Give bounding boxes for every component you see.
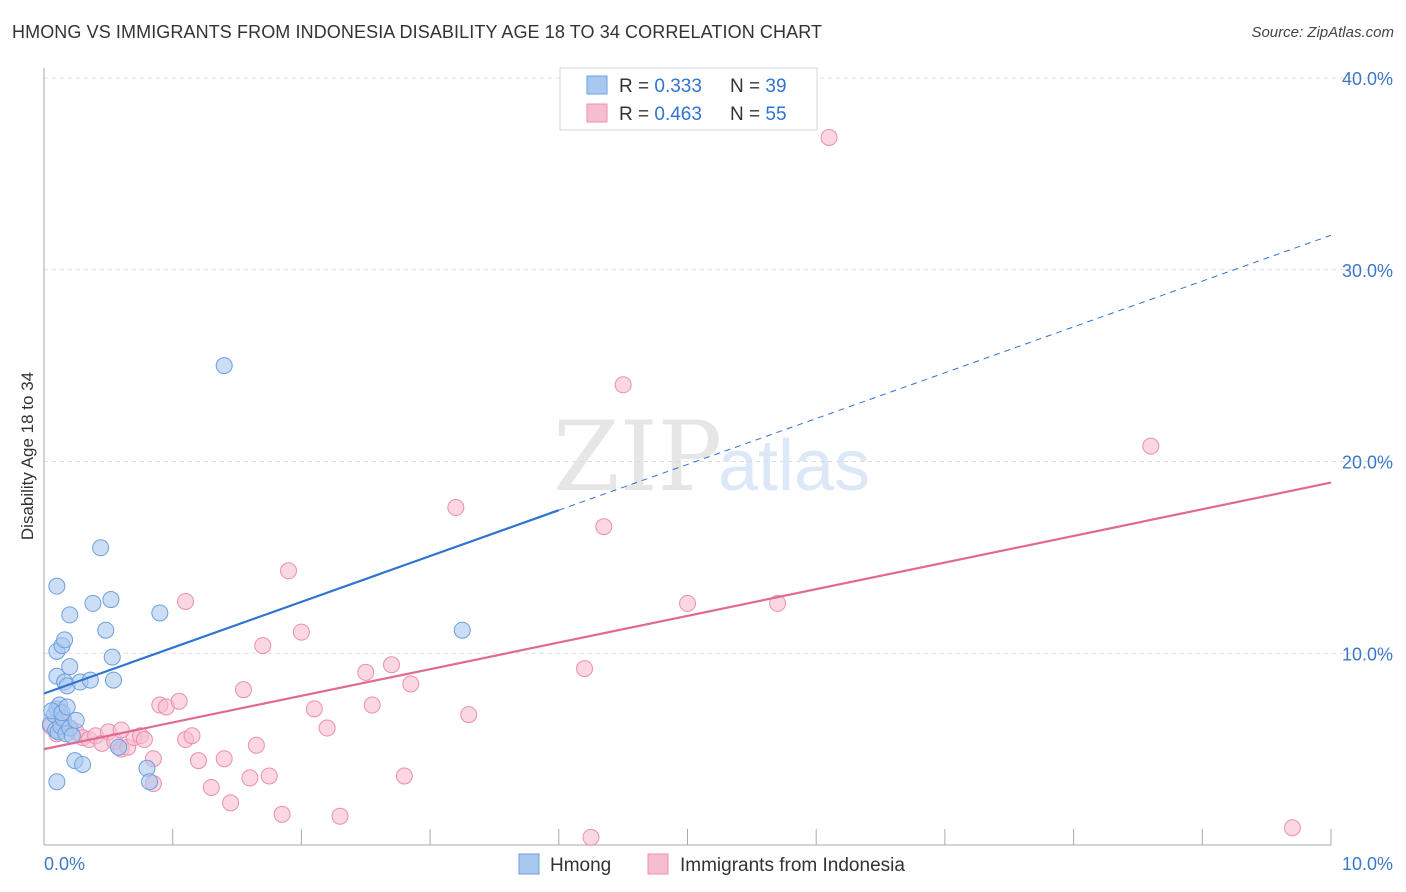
hmong-point <box>56 631 74 649</box>
hmong-point <box>103 648 121 666</box>
hmong-point <box>58 698 76 716</box>
indonesia-point <box>215 750 233 768</box>
indonesia-point <box>183 727 201 745</box>
indonesia-point <box>170 692 188 710</box>
indonesia-point <box>395 767 413 785</box>
hmong-point <box>92 539 110 557</box>
legend-n-label-hmong: N = <box>730 76 765 97</box>
indonesia-point <box>576 660 594 678</box>
legend-r-label-indonesia: R = <box>619 104 654 125</box>
indonesia-point <box>357 663 375 681</box>
svg-text:R = 0.333: R = 0.333 <box>619 76 702 97</box>
y-axis-label: Disability Age 18 to 34 <box>18 372 37 540</box>
hmong-point <box>61 658 79 676</box>
watermark-atlas: atlas <box>718 426 870 506</box>
indonesia-point <box>679 594 696 612</box>
bottom-legend-label-hmong: Hmong <box>550 855 611 876</box>
indonesia-trend-line <box>43 481 1332 751</box>
hmong-point <box>104 671 122 689</box>
indonesia-point <box>202 778 220 796</box>
indonesia-point <box>135 731 153 749</box>
legend-swatch-indonesia <box>586 103 608 123</box>
hmong-point <box>74 755 92 773</box>
indonesia-point <box>305 700 323 718</box>
indonesia-point <box>402 675 420 693</box>
indonesia-point <box>280 562 298 580</box>
hmong-point <box>215 357 233 375</box>
bottom-legend-label-indonesia: Immigrants from Indonesia <box>680 855 905 876</box>
svg-text:R = 0.463: R = 0.463 <box>619 104 702 125</box>
legend-box: R = 0.333 N = 39 R = 0.463 N = 55 <box>559 67 818 131</box>
legend-n-label-indonesia: N = <box>730 104 765 125</box>
hmong-trend-line <box>43 509 560 695</box>
hmong-trend-extension <box>558 234 1332 511</box>
x-tick-label-max: 10.0% <box>1342 854 1393 874</box>
indonesia-point <box>254 637 272 655</box>
hmong-point <box>48 773 66 791</box>
indonesia-point <box>234 681 252 699</box>
indonesia-point <box>582 828 600 846</box>
hmong-point <box>67 711 85 729</box>
indonesia-point <box>820 128 838 146</box>
indonesia-point <box>331 807 349 825</box>
indonesia-point <box>247 736 265 754</box>
indonesia-point <box>222 794 240 812</box>
y-tick-label: 10.0% <box>1342 644 1393 664</box>
trend-lines <box>43 234 1332 751</box>
legend-swatch-hmong <box>586 75 608 95</box>
chart-title: HMONG VS IMMIGRANTS FROM INDONESIA DISAB… <box>12 22 823 42</box>
indonesia-point <box>1142 437 1160 455</box>
y-tick-label: 30.0% <box>1342 261 1393 281</box>
indonesia-point <box>447 499 465 517</box>
x-ticks <box>172 829 1332 845</box>
hmong-point <box>141 773 159 791</box>
indonesia-point <box>292 623 310 641</box>
indonesia-point <box>769 594 787 612</box>
indonesia-point <box>189 752 207 770</box>
indonesia-point <box>318 719 336 737</box>
y-tick-labels: 10.0% 20.0% 30.0% 40.0% <box>1342 69 1393 664</box>
watermark-zip: ZIP <box>553 401 722 513</box>
gridlines <box>44 77 1393 654</box>
bottom-legend: Hmong Immigrants from Indonesia <box>518 853 905 876</box>
legend-r-label-hmong: R = <box>619 76 654 97</box>
hmong-point <box>102 591 120 609</box>
indonesia-point <box>112 721 130 739</box>
indonesia-point <box>382 656 400 674</box>
bottom-legend-swatch-indonesia <box>647 853 669 875</box>
indonesia-point <box>614 376 632 394</box>
svg-text:N = 39: N = 39 <box>730 76 787 97</box>
indonesia-point <box>177 592 195 610</box>
indonesia-point <box>241 769 259 787</box>
hmong-point <box>453 621 471 639</box>
hmong-point <box>151 604 169 622</box>
bottom-legend-swatch-hmong <box>518 853 540 875</box>
y-tick-label: 20.0% <box>1342 453 1393 473</box>
hmong-point <box>97 621 115 639</box>
legend-r-value-indonesia: 0.463 <box>654 104 702 125</box>
source-label: Source: ZipAtlas.com <box>1251 24 1394 41</box>
indonesia-point <box>595 518 613 536</box>
hmong-point <box>110 738 128 756</box>
indonesia-point <box>363 696 381 714</box>
hmong-point <box>84 594 102 612</box>
indonesia-point <box>260 767 278 785</box>
hmong-point <box>48 577 66 595</box>
indonesia-point <box>1283 819 1301 837</box>
hmong-points <box>41 357 471 791</box>
indonesia-point <box>273 805 291 823</box>
svg-text:N = 55: N = 55 <box>730 104 787 125</box>
legend-n-value-hmong: 39 <box>765 76 786 97</box>
x-tick-label-min: 0.0% <box>44 854 85 874</box>
y-tick-label: 40.0% <box>1342 69 1393 89</box>
indonesia-point <box>460 706 478 724</box>
legend-n-value-indonesia: 55 <box>765 104 786 125</box>
hmong-point <box>61 606 79 624</box>
legend-r-value-hmong: 0.333 <box>654 76 702 97</box>
